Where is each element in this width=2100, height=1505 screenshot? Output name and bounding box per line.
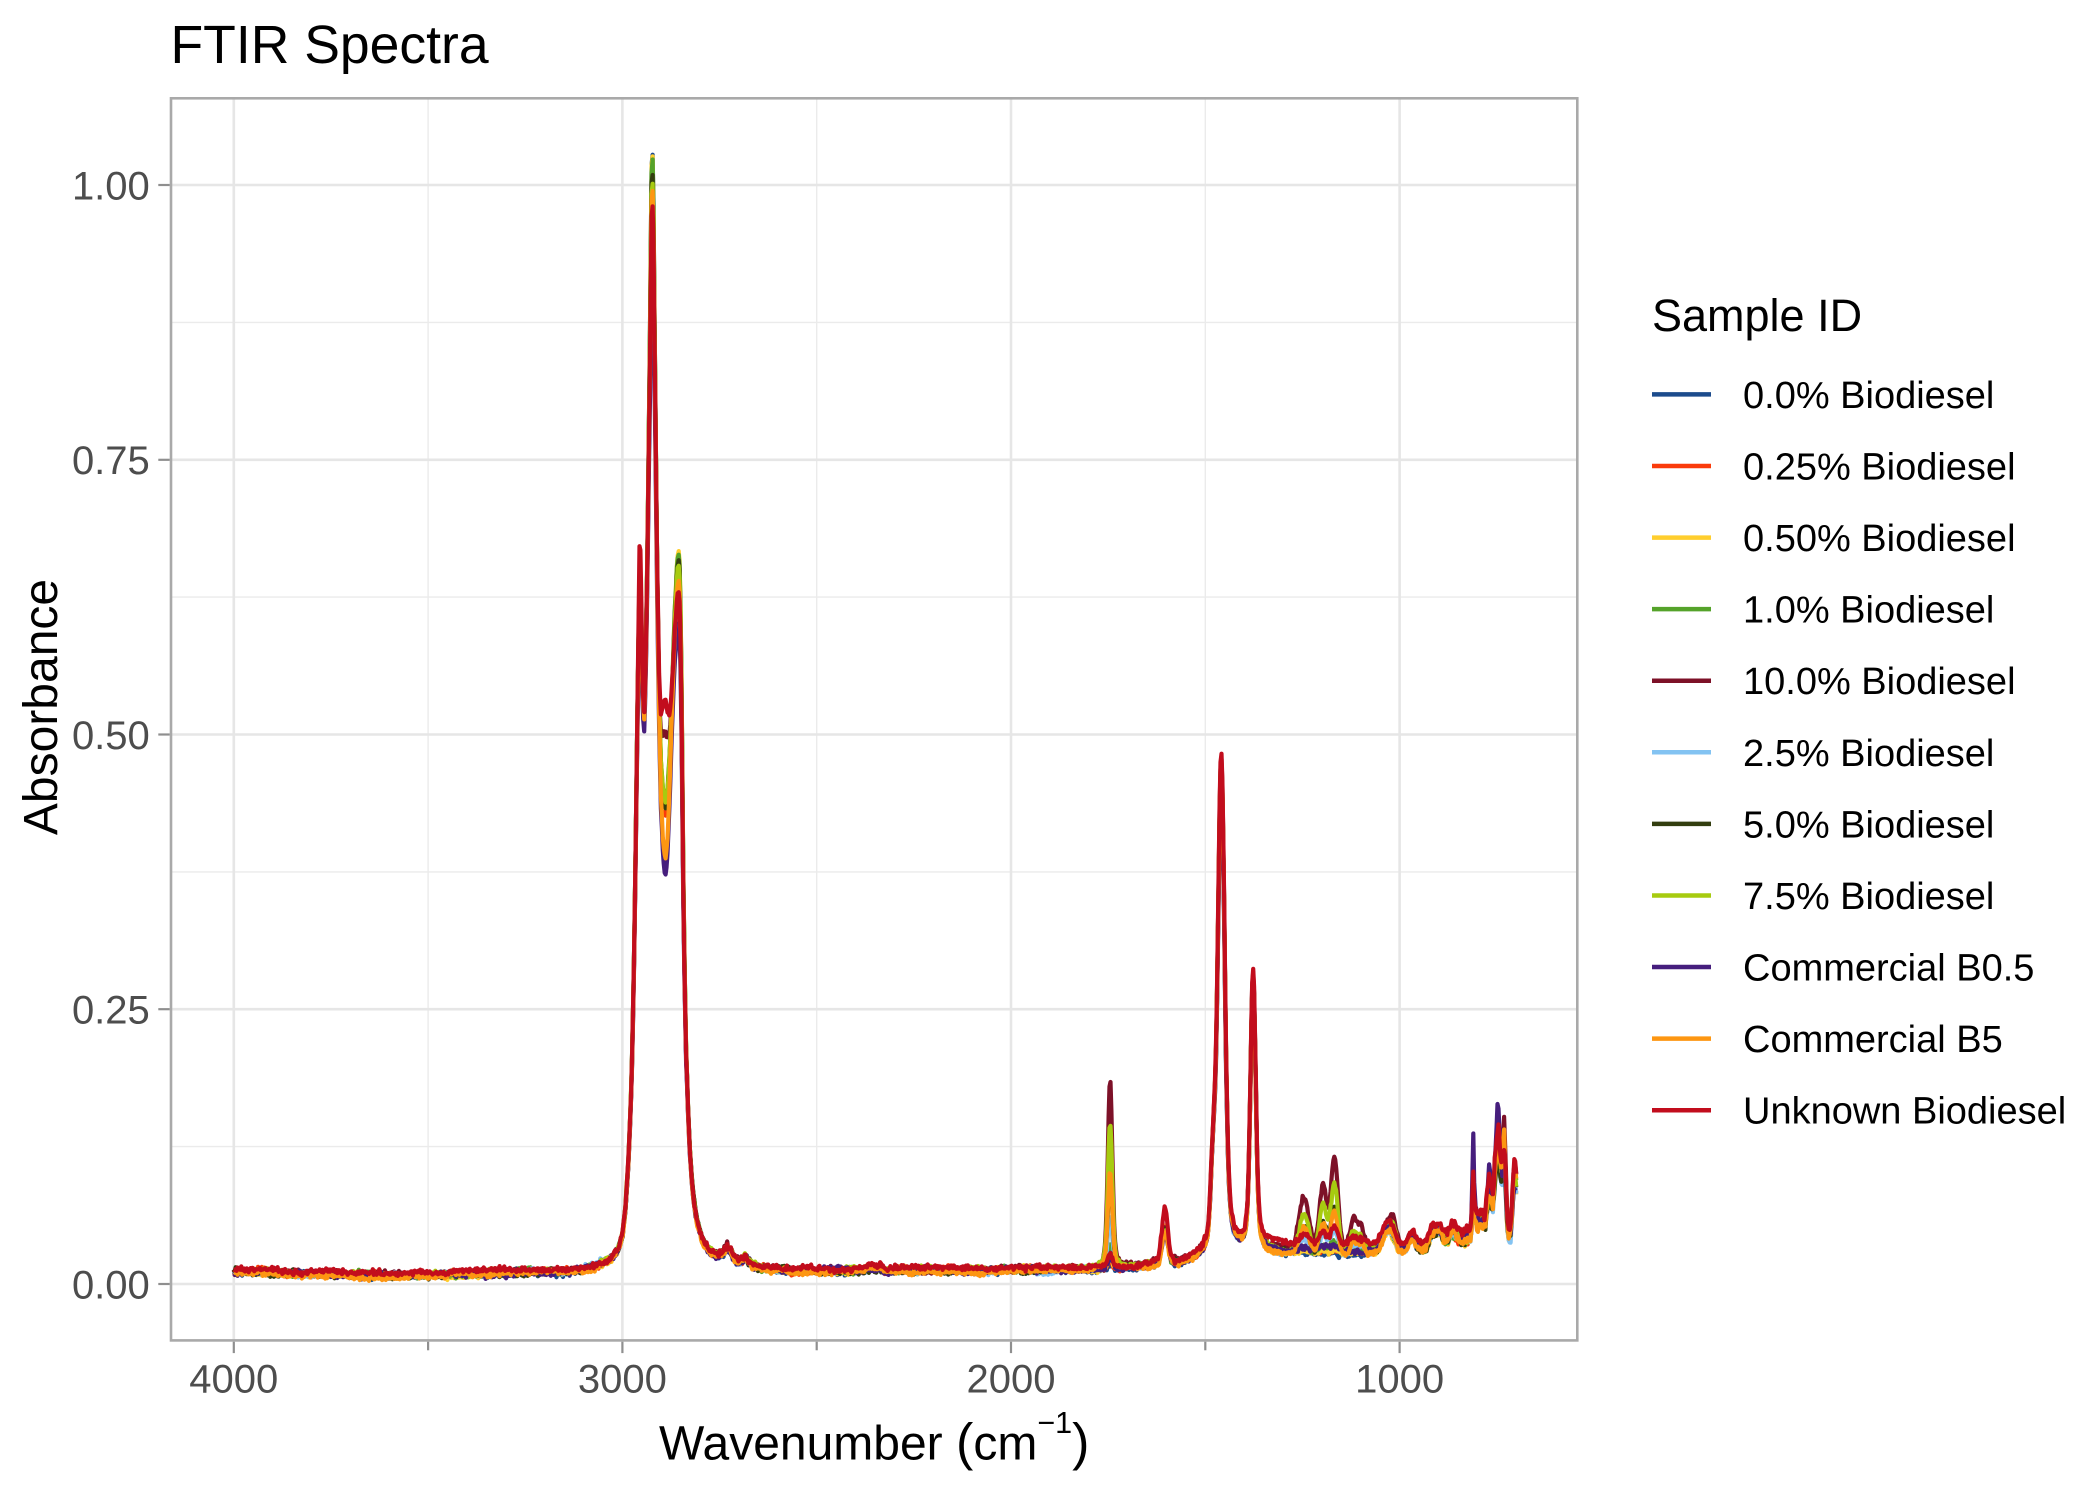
svg-text:Commercial B5: Commercial B5	[1743, 1019, 2003, 1061]
svg-text:0.0% Biodiesel: 0.0% Biodiesel	[1743, 375, 1994, 417]
svg-text:7.5% Biodiesel: 7.5% Biodiesel	[1743, 876, 1994, 918]
svg-text:2000: 2000	[967, 1357, 1056, 1401]
svg-text:Absorbance: Absorbance	[15, 579, 68, 835]
svg-text:FTIR Spectra: FTIR Spectra	[171, 16, 489, 75]
svg-text:0.75: 0.75	[72, 439, 150, 483]
svg-text:4000: 4000	[189, 1357, 278, 1401]
svg-text:0.00: 0.00	[72, 1263, 150, 1307]
svg-text:5.0% Biodiesel: 5.0% Biodiesel	[1743, 804, 1994, 846]
svg-text:1.00: 1.00	[72, 164, 150, 208]
svg-text:0.50% Biodiesel: 0.50% Biodiesel	[1743, 518, 2016, 560]
svg-text:Sample ID: Sample ID	[1652, 290, 1862, 341]
svg-text:3000: 3000	[578, 1357, 667, 1401]
svg-text:0.25% Biodiesel: 0.25% Biodiesel	[1743, 447, 2016, 489]
svg-text:1.0% Biodiesel: 1.0% Biodiesel	[1743, 590, 1994, 632]
svg-text:1000: 1000	[1355, 1357, 1444, 1401]
svg-text:Unknown Biodiesel: Unknown Biodiesel	[1743, 1091, 2066, 1133]
svg-text:0.50: 0.50	[72, 714, 150, 758]
svg-text:Wavenumber (cm−1): Wavenumber (cm−1)	[659, 1406, 1089, 1471]
svg-text:10.0% Biodiesel: 10.0% Biodiesel	[1743, 661, 2016, 703]
svg-text:0.25: 0.25	[72, 989, 150, 1033]
svg-text:Commercial B0.5: Commercial B0.5	[1743, 948, 2034, 990]
svg-text:2.5% Biodiesel: 2.5% Biodiesel	[1743, 733, 1994, 775]
